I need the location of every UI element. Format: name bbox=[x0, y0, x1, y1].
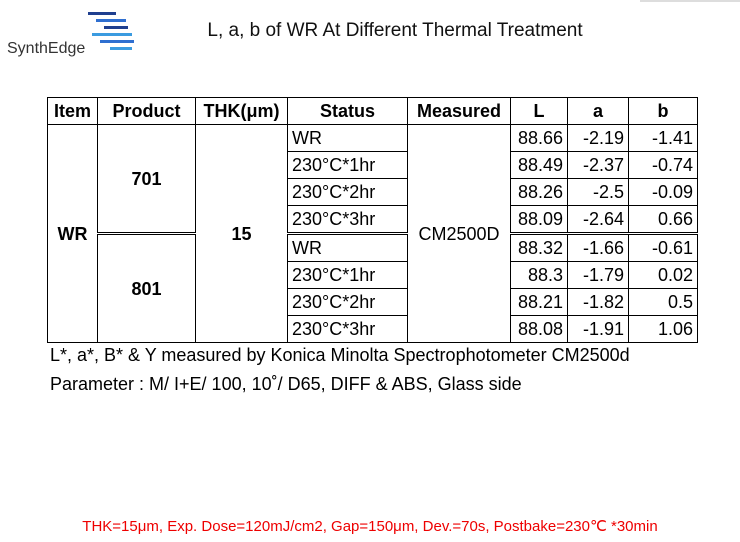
decor bbox=[88, 0, 740, 50]
product-cell: 701 bbox=[97, 124, 196, 234]
value-cell: 1.06 bbox=[628, 315, 698, 343]
measured-cell: CM2500D bbox=[407, 124, 511, 343]
table-row: 230°C*2hr 88.21 -1.82 0.5 bbox=[48, 288, 698, 316]
value-cell: 0.02 bbox=[628, 261, 698, 289]
value-cell: 88.09 bbox=[510, 205, 568, 234]
footer: THK=15μm, Exp. Dose=120mJ/cm2, Gap=150μm… bbox=[82, 518, 658, 535]
value-cell: -1.41 bbox=[628, 124, 698, 152]
table-row: 230°C*2hr 88.26 -2.5 -0.09 bbox=[48, 178, 698, 206]
header-row: Item Product THK(μm) Status Measured L a… bbox=[47, 97, 698, 125]
value-cell: -1.66 bbox=[567, 232, 629, 262]
col-header: b bbox=[628, 97, 698, 125]
col-header: L bbox=[510, 97, 568, 125]
item-cell: WR bbox=[47, 124, 98, 343]
value-cell: -0.61 bbox=[628, 232, 698, 262]
status-cell: 230°C*1hr bbox=[287, 261, 408, 289]
table-row: 230°C*1hr 88.3 -1.79 0.02 bbox=[48, 261, 698, 289]
col-header: a bbox=[567, 97, 629, 125]
value-cell: 88.3 bbox=[510, 261, 568, 289]
status-cell: 230°C*2hr bbox=[287, 178, 408, 206]
col-header: Product bbox=[97, 97, 196, 125]
logo-text: SynthEdge bbox=[7, 40, 86, 57]
table-row: 801 WR 88.32 -1.66 -0.61 bbox=[48, 232, 698, 343]
value-cell: -2.5 bbox=[567, 178, 629, 206]
product-cell: 801 bbox=[97, 232, 196, 343]
title: L, a, b of WR At Different Thermal Treat… bbox=[207, 20, 583, 41]
status-cell: 230°C*3hr bbox=[287, 205, 408, 234]
status-cell: 230°C*3hr bbox=[287, 315, 408, 343]
value-cell: 88.66 bbox=[510, 124, 568, 152]
logo-mark bbox=[88, 12, 134, 50]
table-row: 230°C*3hr 88.08 -1.91 1.06 bbox=[48, 315, 698, 343]
value-cell: -2.37 bbox=[567, 151, 629, 179]
data-table: Item Product THK(μm) Status Measured L a… bbox=[47, 97, 698, 343]
value-cell: -1.79 bbox=[567, 261, 629, 289]
table-row: 230°C*3hr 88.09 -2.64 0.66 bbox=[48, 205, 698, 234]
col-header: THK(μm) bbox=[195, 97, 288, 125]
value-cell: -0.09 bbox=[628, 178, 698, 206]
thk-cell: 15 bbox=[195, 124, 288, 343]
value-cell: -1.91 bbox=[567, 315, 629, 343]
value-cell: -2.19 bbox=[567, 124, 629, 152]
note: L*, a*, B* & Y measured by Konica Minolt… bbox=[50, 345, 630, 365]
note: Parameter : M/ I+E/ 100, 10˚/ D65, DIFF … bbox=[50, 374, 522, 394]
value-cell: 88.21 bbox=[510, 288, 568, 316]
col-header: Item bbox=[47, 97, 98, 125]
value-cell: 88.32 bbox=[510, 232, 568, 262]
value-cell: 0.5 bbox=[628, 288, 698, 316]
value-cell: 0.66 bbox=[628, 205, 698, 234]
status-cell: 230°C*1hr bbox=[287, 151, 408, 179]
table-row: WR 701 15 WR CM2500D 88.66 -2.19 -1.41 bbox=[47, 124, 698, 343]
col-header: Status bbox=[287, 97, 408, 125]
value-cell: -1.82 bbox=[567, 288, 629, 316]
col-header: Measured bbox=[407, 97, 511, 125]
status-cell: 230°C*2hr bbox=[287, 288, 408, 316]
value-cell: 88.49 bbox=[510, 151, 568, 179]
value-cell: -0.74 bbox=[628, 151, 698, 179]
table-row: 230°C*1hr 88.49 -2.37 -0.74 bbox=[48, 151, 698, 179]
value-cell: -2.64 bbox=[567, 205, 629, 234]
value-cell: 88.26 bbox=[510, 178, 568, 206]
value-cell: 88.08 bbox=[510, 315, 568, 343]
status-cell: WR bbox=[287, 124, 408, 152]
status-cell: WR bbox=[287, 232, 408, 262]
